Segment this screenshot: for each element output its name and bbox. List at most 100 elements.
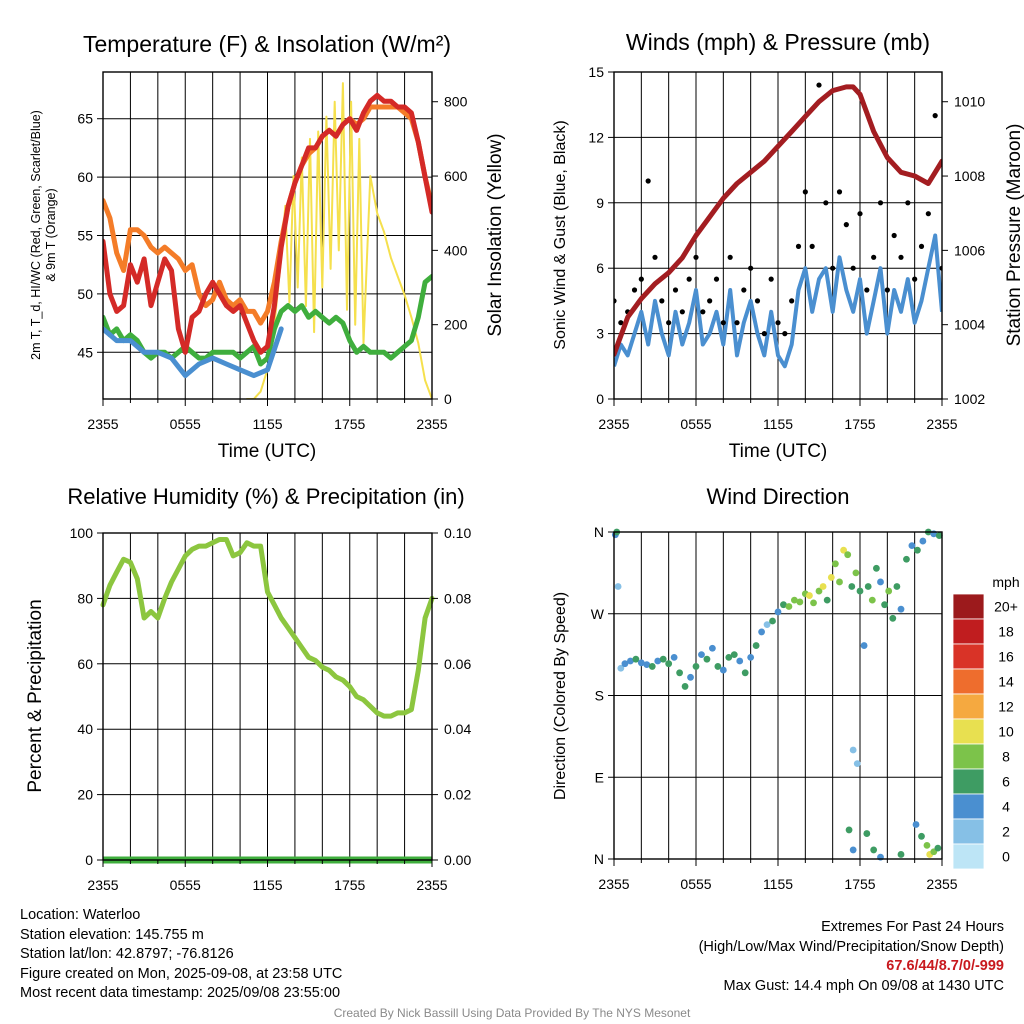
direction-point xyxy=(827,574,835,581)
temperature-ticks: 2355 0555 1155 1755 2355 45 50 55 60 65 0 200 400 600… xyxy=(77,94,467,432)
direction-point xyxy=(934,844,942,852)
temperature-panel-title: Temperature (F) & Insolation (W/m²) xyxy=(83,31,451,57)
temperature-line xyxy=(103,92,432,355)
direction-point xyxy=(637,659,645,667)
direction-point xyxy=(897,605,905,613)
direction-point xyxy=(617,664,625,672)
colorbar-swatch xyxy=(952,693,985,720)
direction-point xyxy=(681,683,689,690)
gust-point xyxy=(720,320,726,326)
direction-point xyxy=(614,583,622,590)
colorbar-label: 8 xyxy=(1002,749,1010,765)
winds-xlabel: Time (UTC) xyxy=(729,441,828,462)
gust-point xyxy=(857,211,863,217)
winds-ytick-label: 3 xyxy=(596,326,604,342)
direction-point xyxy=(785,603,793,610)
direction-point xyxy=(643,661,651,669)
insolation-y2tick-label: 400 xyxy=(444,242,468,258)
direction-point xyxy=(815,587,823,595)
gust-point xyxy=(618,320,624,326)
direction-point xyxy=(725,653,733,661)
colorbar-label: 0 xyxy=(1002,849,1010,865)
gust-point xyxy=(666,320,672,326)
temperature-ytick-label: 60 xyxy=(77,169,93,185)
winds-grid xyxy=(614,72,942,399)
direction-point xyxy=(747,653,755,661)
direction-point xyxy=(769,617,776,625)
colorbar-label: 10 xyxy=(998,724,1014,740)
temperature-xtick-label: 1155 xyxy=(252,416,282,432)
direction-panel-title: Wind Direction xyxy=(706,484,849,509)
direction-ytick-label: W xyxy=(591,606,605,622)
pressure-ylabel: Station Pressure (Maroon) xyxy=(1004,124,1024,347)
direction-point xyxy=(914,546,921,554)
direction-point xyxy=(763,621,771,629)
gust-point xyxy=(645,178,651,184)
insolation-y2tick-label: 800 xyxy=(444,94,468,110)
direction-point xyxy=(856,587,864,595)
pressure-y2tick-label: 1006 xyxy=(954,242,985,258)
direction-point xyxy=(810,599,817,607)
humidity-grid xyxy=(103,533,432,860)
gust-point xyxy=(659,298,665,304)
direction-point xyxy=(919,537,927,545)
humidity-xtick-label: 2355 xyxy=(416,877,447,893)
gust-point xyxy=(693,254,699,260)
colorbar-label: 6 xyxy=(1002,774,1010,790)
insolation-y2tick-label: 600 xyxy=(444,168,468,184)
humidity-xtick-label: 2355 xyxy=(87,877,118,893)
winds-xtick-label: 2355 xyxy=(926,416,957,432)
direction-point xyxy=(840,546,847,554)
precip-y2tick-label: 0.06 xyxy=(444,656,471,672)
direction-point xyxy=(864,583,872,590)
temperature-xtick-label: 0555 xyxy=(170,416,201,432)
direction-point xyxy=(893,583,901,590)
direction-xtick-label: 1755 xyxy=(844,876,875,892)
gust-point xyxy=(754,298,761,304)
winds-ytick-label: 6 xyxy=(596,260,604,276)
gust-point xyxy=(761,331,767,337)
gust-point xyxy=(672,287,679,293)
direction-point xyxy=(632,655,640,663)
gust-point xyxy=(877,200,884,206)
direction-point xyxy=(870,846,878,854)
temperature-ytick-label: 55 xyxy=(77,228,93,244)
gust-point xyxy=(816,82,822,88)
humidity-ytick-label: 60 xyxy=(77,656,93,672)
direction-point xyxy=(889,614,897,622)
direction-ytick-label: S xyxy=(595,688,604,704)
colorbar-label: 12 xyxy=(998,699,1014,715)
direction-point xyxy=(853,760,861,768)
humidity-ytick-label: 0 xyxy=(85,852,93,868)
extremes-legend: (High/Low/Max Wind/Precipitation/Snow De… xyxy=(698,938,1004,955)
direction-point xyxy=(665,660,673,668)
humidity-panel: Relative Humidity (%) & Precipitation (i… xyxy=(25,484,471,893)
precip-y2tick-label: 0.02 xyxy=(444,787,471,803)
colorbar-label: 16 xyxy=(998,649,1014,665)
gust-point xyxy=(768,276,774,282)
direction-point xyxy=(670,653,678,661)
extremes-info: Extremes For Past 24 Hours (High/Low/Max… xyxy=(699,918,1004,996)
direction-panel: Wind Direction 2355 0555 1155 1755 2355 N E S W N… xyxy=(552,484,1020,892)
gust-point xyxy=(925,211,931,217)
direction-point xyxy=(687,673,694,681)
direction-point xyxy=(832,560,839,568)
direction-point xyxy=(709,644,716,652)
station-location: Location: Waterloo xyxy=(20,907,141,923)
gust-point xyxy=(843,222,849,228)
direction-point xyxy=(621,660,629,668)
direction-ylabel: Direction (Colored By Speed) xyxy=(552,592,569,800)
humidity-ytick-label: 40 xyxy=(77,721,93,737)
gust-point xyxy=(809,243,815,249)
colorbar-label: 2 xyxy=(1002,824,1010,840)
figure-created: Figure created on Mon, 2025-09-08, at 23… xyxy=(20,965,343,982)
direction-point xyxy=(918,832,925,840)
gust-point xyxy=(748,265,754,271)
humidity-ytick-label: 20 xyxy=(77,787,93,803)
gust-point xyxy=(679,309,685,315)
humidity-panel-title: Relative Humidity (%) & Precipitation (i… xyxy=(67,484,464,509)
direction-point xyxy=(903,555,910,563)
direction-point xyxy=(791,596,798,604)
direction-series xyxy=(611,528,943,861)
colorbar-swatch xyxy=(952,843,985,870)
